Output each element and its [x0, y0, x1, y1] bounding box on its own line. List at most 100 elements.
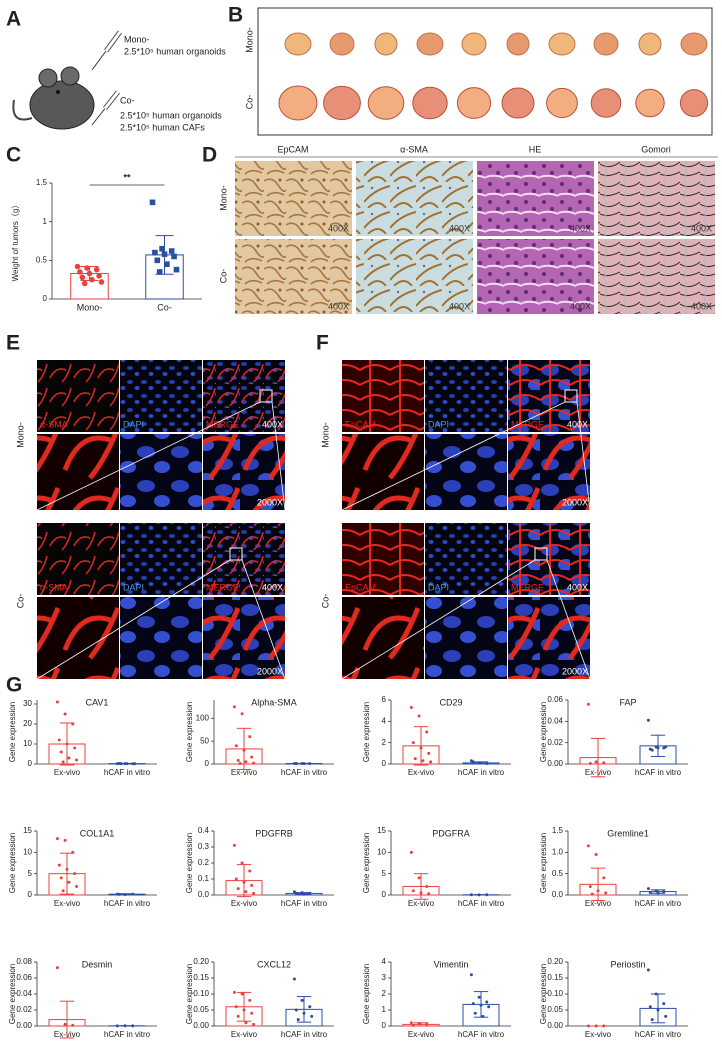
data-point [650, 1018, 654, 1022]
data-point [664, 745, 668, 749]
y-tick-label: 15 [23, 826, 32, 835]
row-label: Mono- [320, 422, 330, 448]
data-point [232, 705, 236, 709]
data-point [590, 892, 594, 896]
chart-title: CD29 [439, 697, 462, 707]
y-tick-label: 0.20 [193, 957, 209, 966]
data-point [664, 1014, 668, 1018]
x-tick-label: Ex-vivo [231, 899, 258, 908]
y-tick-label: 2 [382, 989, 387, 998]
y-axis-label: Gene expression [185, 964, 194, 1024]
x-tick-label: Ex-vivo [54, 899, 81, 908]
tumor [461, 32, 487, 56]
magnification: 400X [691, 301, 712, 311]
data-point [294, 891, 298, 895]
micrograph [356, 239, 473, 314]
data-point [59, 876, 63, 880]
x-tick-label: Mono- [77, 302, 103, 312]
y-tick-label: 1.5 [552, 826, 564, 835]
data-point [250, 755, 254, 759]
y-axis-label: Gene expression [539, 833, 548, 893]
data-point [250, 883, 254, 887]
tumor [548, 32, 576, 56]
y-tick-label: 1.5 [36, 178, 48, 187]
data-point [75, 884, 79, 888]
data-point [159, 245, 165, 252]
chart-title: COL1A1 [80, 828, 115, 838]
data-point [65, 867, 69, 871]
x-tick-label: hCAF in vitro [104, 899, 151, 908]
data-point [65, 742, 69, 746]
y-tick-label: 5 [382, 869, 387, 878]
y-tick-label: 0.15 [193, 973, 209, 982]
channel-label: α-SMA [40, 419, 68, 429]
mono-label: Mono- [124, 34, 150, 44]
y-tick-label: 0.20 [547, 957, 563, 966]
data-point [248, 998, 252, 1002]
zoom-line [341, 559, 536, 680]
fluorescence-image [37, 360, 119, 432]
data-point [419, 746, 423, 750]
data-point [71, 1023, 75, 1027]
data-point [646, 718, 650, 722]
data-point [164, 261, 170, 267]
magnification: 400X [328, 301, 349, 311]
x-tick-label: hCAF in vitro [458, 899, 505, 908]
micrograph [477, 239, 594, 314]
magnification: 2000X [562, 666, 588, 676]
data-point [656, 746, 660, 750]
magnification: 400X [262, 419, 283, 429]
x-tick-label: Ex-vivo [408, 899, 435, 908]
data-point [248, 869, 252, 873]
data-point [662, 1002, 666, 1006]
data-point [55, 966, 59, 970]
data-point [485, 893, 489, 897]
chart-title: PDGFRB [255, 828, 293, 838]
data-point [302, 892, 306, 896]
tumor [680, 32, 708, 56]
x-tick-label: Ex-vivo [585, 1030, 612, 1039]
tumor [412, 86, 448, 120]
panel-label: E [6, 332, 20, 355]
y-axis-label: Gene expression [8, 833, 17, 893]
zoom-line [241, 559, 286, 680]
data-point [421, 759, 425, 763]
y-tick-label: 0.10 [547, 989, 563, 998]
data-point [411, 889, 415, 893]
fluorescence-zoom [120, 434, 202, 510]
chart-title: Periostin [610, 959, 645, 969]
y-axis-label: Gene expression [539, 964, 548, 1024]
data-point [481, 1014, 485, 1018]
data-point [429, 760, 433, 764]
data-point [244, 890, 248, 894]
data-point [650, 748, 654, 752]
fluorescence-zoom [37, 434, 119, 510]
data-point [250, 1011, 254, 1015]
y-tick-label: 0 [205, 759, 210, 768]
syringe-needle [91, 50, 107, 71]
data-point [73, 872, 77, 876]
y-tick-label: 0.5 [36, 255, 48, 264]
zoom-box [564, 389, 578, 403]
zoom-line [36, 401, 261, 511]
x-tick-label: Ex-vivo [54, 768, 81, 777]
channel-label: DAPI [123, 419, 144, 429]
fluorescence-image [37, 523, 119, 595]
chart-title: Vimentin [434, 959, 469, 969]
chart-title: Gremline1 [607, 828, 649, 838]
panel-label: B [228, 4, 243, 27]
magnification: 400X [691, 223, 712, 233]
x-tick-label: hCAF in vitro [635, 899, 682, 908]
data-point [171, 253, 177, 260]
data-point [73, 746, 77, 750]
row-label: Co- [15, 594, 25, 609]
tumor [284, 32, 312, 56]
data-point [294, 1008, 298, 1012]
fluorescence-image [425, 360, 507, 432]
y-tick-label: 0 [382, 890, 387, 899]
data-point [125, 762, 129, 766]
data-point [84, 265, 90, 271]
zoom-line [341, 401, 566, 511]
data-point [131, 1024, 135, 1028]
